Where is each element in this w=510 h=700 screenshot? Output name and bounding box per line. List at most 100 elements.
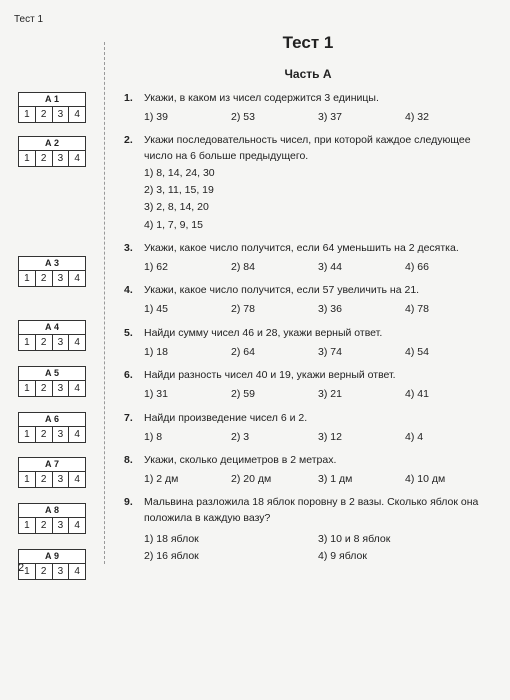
answer-cell[interactable]: 2 xyxy=(36,472,53,487)
option: 4) 66 xyxy=(405,260,492,275)
question-number: 6. xyxy=(124,368,144,402)
answer-cell[interactable]: 3 xyxy=(53,472,70,487)
answer-cell[interactable]: 1 xyxy=(19,107,36,122)
answer-box-label: А 1 xyxy=(19,93,85,107)
answer-cell[interactable]: 2 xyxy=(36,381,53,396)
question-number: 3. xyxy=(124,241,144,275)
option: 4) 41 xyxy=(405,387,492,402)
answer-box-label: А 7 xyxy=(19,458,85,472)
answer-box: А 71234 xyxy=(18,457,88,488)
question-number: 9. xyxy=(124,495,144,564)
option: 1) 2 дм xyxy=(144,472,231,487)
question-text: Укажи, сколько дециметров в 2 метрах. xyxy=(144,453,492,468)
option: 4) 54 xyxy=(405,345,492,360)
answer-cells: 1234 xyxy=(19,271,85,286)
question: 9.Мальвина разложила 18 яблок поровну в … xyxy=(124,495,492,564)
answer-cell[interactable]: 3 xyxy=(53,518,70,533)
answer-box: А 51234 xyxy=(18,366,88,397)
answer-box: А 31234 xyxy=(18,256,88,287)
answer-cell[interactable]: 4 xyxy=(69,564,85,579)
answer-box: А 81234 xyxy=(18,503,88,534)
part-label: Часть А xyxy=(124,67,492,81)
question-number: 2. xyxy=(124,133,144,232)
answer-cell[interactable]: 2 xyxy=(36,518,53,533)
option: 3) 10 и 8 яблок xyxy=(318,532,492,547)
answer-cell[interactable]: 1 xyxy=(19,381,36,396)
answer-cell[interactable]: 4 xyxy=(69,427,85,442)
answer-cell[interactable]: 4 xyxy=(69,472,85,487)
answer-cell[interactable]: 4 xyxy=(69,381,85,396)
question-body: Укажи, какое число получится, если 64 ум… xyxy=(144,241,492,275)
option: 4) 9 яблок xyxy=(318,549,492,564)
answer-box: А 91234 xyxy=(18,549,88,580)
option: 1) 8 xyxy=(144,430,231,445)
answer-cell[interactable]: 4 xyxy=(69,335,85,350)
answer-cell[interactable]: 1 xyxy=(19,151,36,166)
question-body: Найди разность чисел 40 и 19, укажи верн… xyxy=(144,368,492,402)
answer-box-label: А 5 xyxy=(19,367,85,381)
question-options: 1) 392) 533) 374) 32 xyxy=(144,110,492,125)
answer-cell[interactable]: 1 xyxy=(19,427,36,442)
question-options: 1) 82) 33) 124) 4 xyxy=(144,430,492,445)
answer-cell[interactable]: 2 xyxy=(36,271,53,286)
question-body: Мальвина разложила 18 яблок поровну в 2 … xyxy=(144,495,492,564)
option: 2) 3, 11, 15, 19 xyxy=(144,183,492,198)
question-number: 1. xyxy=(124,91,144,125)
answer-cells: 1234 xyxy=(19,381,85,396)
option: 1) 45 xyxy=(144,302,231,317)
option: 2) 78 xyxy=(231,302,318,317)
answer-cell[interactable]: 2 xyxy=(36,107,53,122)
answer-cell[interactable]: 1 xyxy=(19,472,36,487)
answer-cell[interactable]: 1 xyxy=(19,518,36,533)
question: 1.Укажи, в каком из чисел содержится 3 е… xyxy=(124,91,492,125)
answer-cell[interactable]: 3 xyxy=(53,271,70,286)
question-body: Укажи последовательность чисел, при кото… xyxy=(144,133,492,232)
option: 3) 12 xyxy=(318,430,405,445)
answer-box-label: А 8 xyxy=(19,504,85,518)
question-number: 7. xyxy=(124,411,144,445)
answer-cell[interactable]: 4 xyxy=(69,271,85,286)
question-number: 8. xyxy=(124,453,144,487)
answer-cell[interactable]: 3 xyxy=(53,107,70,122)
option: 3) 1 дм xyxy=(318,472,405,487)
option: 3) 21 xyxy=(318,387,405,402)
answer-cell[interactable]: 2 xyxy=(36,564,53,579)
answer-cell[interactable]: 1 xyxy=(19,271,36,286)
question-body: Найди сумму чисел 46 и 28, укажи верный … xyxy=(144,326,492,360)
answer-cell[interactable]: 3 xyxy=(53,427,70,442)
answer-cell[interactable]: 3 xyxy=(53,381,70,396)
answer-box: А 21234 xyxy=(18,136,88,167)
answer-cell[interactable]: 3 xyxy=(53,151,70,166)
answer-box-label: А 2 xyxy=(19,137,85,151)
answer-cell[interactable]: 2 xyxy=(36,427,53,442)
question: 3.Укажи, какое число получится, если 64 … xyxy=(124,241,492,275)
option: 2) 59 xyxy=(231,387,318,402)
answer-cell[interactable]: 3 xyxy=(53,564,70,579)
question-options: 1) 452) 783) 364) 78 xyxy=(144,302,492,317)
answer-cell[interactable]: 2 xyxy=(36,151,53,166)
content-area: Тест 1 Часть А 1.Укажи, в каком из чисел… xyxy=(124,33,492,564)
option: 4) 10 дм xyxy=(405,472,492,487)
answer-cell[interactable]: 1 xyxy=(19,335,36,350)
option: 4) 32 xyxy=(405,110,492,125)
answer-cell[interactable]: 4 xyxy=(69,518,85,533)
answer-cell[interactable]: 2 xyxy=(36,335,53,350)
question-options: 1) 8, 14, 24, 302) 3, 11, 15, 193) 2, 8,… xyxy=(144,166,492,233)
question-text: Укажи, в каком из чисел содержится 3 еди… xyxy=(144,91,492,106)
answer-cell[interactable]: 4 xyxy=(69,151,85,166)
answer-cell[interactable]: 4 xyxy=(69,107,85,122)
answer-cell[interactable]: 3 xyxy=(53,335,70,350)
question-text: Найди сумму чисел 46 и 28, укажи верный … xyxy=(144,326,492,341)
question: 2.Укажи последовательность чисел, при ко… xyxy=(124,133,492,232)
option: 2) 3 xyxy=(231,430,318,445)
question-body: Укажи, в каком из чисел содержится 3 еди… xyxy=(144,91,492,125)
answer-cells: 1234 xyxy=(19,472,85,487)
option: 4) 4 xyxy=(405,430,492,445)
question-text: Укажи, какое число получится, если 57 ув… xyxy=(144,283,492,298)
question: 4.Укажи, какое число получится, если 57 … xyxy=(124,283,492,317)
answer-cells: 1234 xyxy=(19,518,85,533)
answer-cells: 1234 xyxy=(19,427,85,442)
page-title: Тест 1 xyxy=(124,33,492,53)
option: 2) 64 xyxy=(231,345,318,360)
option: 2) 16 яблок xyxy=(144,549,318,564)
